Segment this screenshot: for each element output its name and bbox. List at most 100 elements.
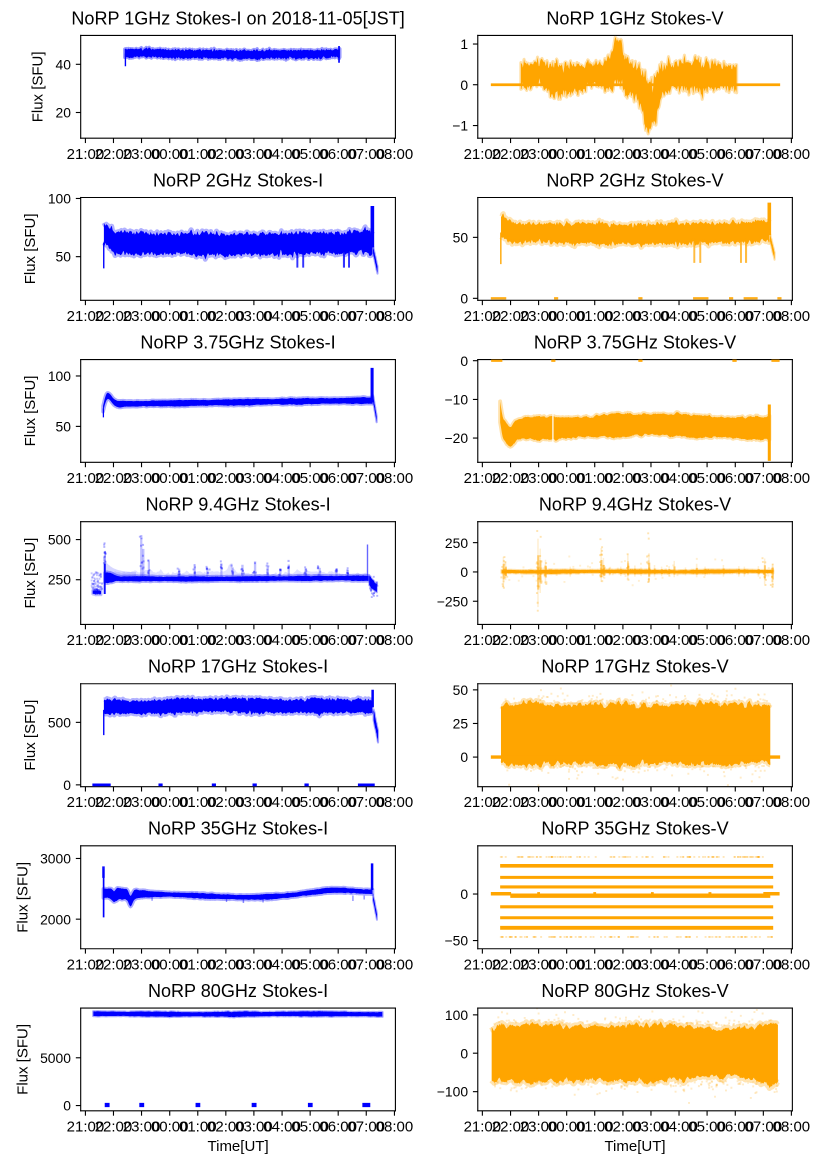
svg-text:0: 0 bbox=[460, 77, 468, 93]
svg-text:08:00: 08:00 bbox=[376, 1118, 414, 1135]
svg-text:00:00: 00:00 bbox=[151, 470, 189, 487]
svg-text:03:00: 03:00 bbox=[632, 308, 670, 325]
svg-text:50: 50 bbox=[56, 249, 72, 265]
svg-text:0: 0 bbox=[63, 777, 71, 793]
svg-text:04:00: 04:00 bbox=[263, 308, 301, 325]
svg-text:01:00: 01:00 bbox=[179, 632, 217, 649]
svg-text:05:00: 05:00 bbox=[688, 146, 726, 163]
svg-text:Flux [SFU]: Flux [SFU] bbox=[22, 700, 39, 771]
svg-text:NoRP 9.4GHz Stokes-V: NoRP 9.4GHz Stokes-V bbox=[539, 495, 731, 515]
svg-text:01:00: 01:00 bbox=[576, 146, 614, 163]
svg-text:06:00: 06:00 bbox=[717, 308, 755, 325]
svg-text:1: 1 bbox=[460, 36, 468, 52]
svg-text:22:00: 22:00 bbox=[492, 1118, 530, 1135]
svg-text:0: 0 bbox=[460, 1045, 468, 1061]
svg-text:07:00: 07:00 bbox=[745, 1118, 783, 1135]
svg-text:03:00: 03:00 bbox=[632, 1118, 670, 1135]
svg-text:00:00: 00:00 bbox=[151, 308, 189, 325]
svg-text:02:00: 02:00 bbox=[604, 146, 642, 163]
svg-text:0: 0 bbox=[63, 1098, 71, 1114]
svg-text:08:00: 08:00 bbox=[773, 146, 811, 163]
svg-text:08:00: 08:00 bbox=[773, 308, 811, 325]
svg-text:05:00: 05:00 bbox=[688, 632, 726, 649]
svg-text:08:00: 08:00 bbox=[376, 308, 414, 325]
svg-text:08:00: 08:00 bbox=[773, 794, 811, 811]
svg-text:04:00: 04:00 bbox=[660, 632, 698, 649]
svg-text:08:00: 08:00 bbox=[773, 956, 811, 973]
svg-text:00:00: 00:00 bbox=[151, 146, 189, 163]
svg-text:0: 0 bbox=[460, 749, 468, 765]
svg-text:04:00: 04:00 bbox=[263, 794, 301, 811]
svg-text:06:00: 06:00 bbox=[319, 308, 357, 325]
svg-text:NoRP 80GHz Stokes-I: NoRP 80GHz Stokes-I bbox=[148, 981, 328, 1001]
svg-text:23:00: 23:00 bbox=[123, 1118, 161, 1135]
svg-text:23:00: 23:00 bbox=[520, 308, 558, 325]
svg-text:08:00: 08:00 bbox=[376, 470, 414, 487]
svg-text:03:00: 03:00 bbox=[235, 956, 273, 973]
svg-text:22:00: 22:00 bbox=[492, 146, 530, 163]
svg-text:03:00: 03:00 bbox=[235, 470, 273, 487]
svg-text:05:00: 05:00 bbox=[688, 470, 726, 487]
svg-text:100: 100 bbox=[445, 1007, 468, 1023]
svg-text:08:00: 08:00 bbox=[376, 794, 414, 811]
svg-text:01:00: 01:00 bbox=[179, 794, 217, 811]
svg-text:08:00: 08:00 bbox=[773, 1118, 811, 1135]
svg-text:05:00: 05:00 bbox=[688, 308, 726, 325]
svg-text:NoRP 80GHz Stokes-V: NoRP 80GHz Stokes-V bbox=[541, 981, 728, 1001]
svg-text:07:00: 07:00 bbox=[347, 956, 385, 973]
svg-text:22:00: 22:00 bbox=[95, 470, 133, 487]
svg-text:5000: 5000 bbox=[40, 1050, 71, 1066]
svg-text:08:00: 08:00 bbox=[773, 470, 811, 487]
svg-text:01:00: 01:00 bbox=[576, 470, 614, 487]
svg-text:50: 50 bbox=[56, 418, 72, 434]
svg-text:40: 40 bbox=[56, 56, 72, 72]
svg-text:06:00: 06:00 bbox=[319, 794, 357, 811]
svg-text:00:00: 00:00 bbox=[151, 1118, 189, 1135]
svg-text:02:00: 02:00 bbox=[207, 794, 245, 811]
svg-text:02:00: 02:00 bbox=[207, 308, 245, 325]
svg-text:02:00: 02:00 bbox=[604, 1118, 642, 1135]
svg-text:50: 50 bbox=[453, 229, 469, 245]
svg-text:Flux [SFU]: Flux [SFU] bbox=[22, 538, 39, 609]
svg-text:07:00: 07:00 bbox=[347, 308, 385, 325]
svg-text:Time[UT]: Time[UT] bbox=[604, 1138, 665, 1155]
svg-text:07:00: 07:00 bbox=[347, 632, 385, 649]
svg-text:21:00: 21:00 bbox=[464, 956, 502, 973]
svg-text:06:00: 06:00 bbox=[717, 956, 755, 973]
svg-text:03:00: 03:00 bbox=[632, 956, 670, 973]
svg-text:02:00: 02:00 bbox=[207, 956, 245, 973]
svg-text:21:00: 21:00 bbox=[67, 470, 105, 487]
svg-text:02:00: 02:00 bbox=[604, 632, 642, 649]
svg-text:06:00: 06:00 bbox=[319, 632, 357, 649]
svg-text:23:00: 23:00 bbox=[123, 308, 161, 325]
svg-text:21:00: 21:00 bbox=[67, 146, 105, 163]
svg-text:21:00: 21:00 bbox=[67, 956, 105, 973]
svg-text:21:00: 21:00 bbox=[464, 1118, 502, 1135]
svg-text:03:00: 03:00 bbox=[632, 794, 670, 811]
svg-text:08:00: 08:00 bbox=[376, 632, 414, 649]
svg-text:03:00: 03:00 bbox=[235, 632, 273, 649]
svg-text:22:00: 22:00 bbox=[492, 956, 530, 973]
svg-text:23:00: 23:00 bbox=[520, 956, 558, 973]
svg-text:22:00: 22:00 bbox=[95, 632, 133, 649]
svg-text:21:00: 21:00 bbox=[464, 470, 502, 487]
svg-text:05:00: 05:00 bbox=[688, 1118, 726, 1135]
svg-text:21:00: 21:00 bbox=[464, 308, 502, 325]
svg-text:06:00: 06:00 bbox=[717, 794, 755, 811]
svg-text:07:00: 07:00 bbox=[347, 794, 385, 811]
svg-text:Time[UT]: Time[UT] bbox=[208, 1138, 269, 1155]
svg-text:05:00: 05:00 bbox=[291, 308, 329, 325]
svg-text:04:00: 04:00 bbox=[263, 632, 301, 649]
svg-text:07:00: 07:00 bbox=[347, 470, 385, 487]
svg-text:NoRP 3.75GHz Stokes-V: NoRP 3.75GHz Stokes-V bbox=[534, 332, 736, 352]
svg-text:50: 50 bbox=[453, 682, 469, 698]
svg-text:22:00: 22:00 bbox=[95, 308, 133, 325]
svg-text:01:00: 01:00 bbox=[576, 308, 614, 325]
svg-text:00:00: 00:00 bbox=[151, 794, 189, 811]
svg-text:22:00: 22:00 bbox=[95, 1118, 133, 1135]
svg-text:250: 250 bbox=[445, 535, 468, 551]
svg-text:02:00: 02:00 bbox=[604, 794, 642, 811]
svg-text:01:00: 01:00 bbox=[179, 470, 217, 487]
svg-text:05:00: 05:00 bbox=[291, 146, 329, 163]
svg-text:00:00: 00:00 bbox=[548, 956, 586, 973]
